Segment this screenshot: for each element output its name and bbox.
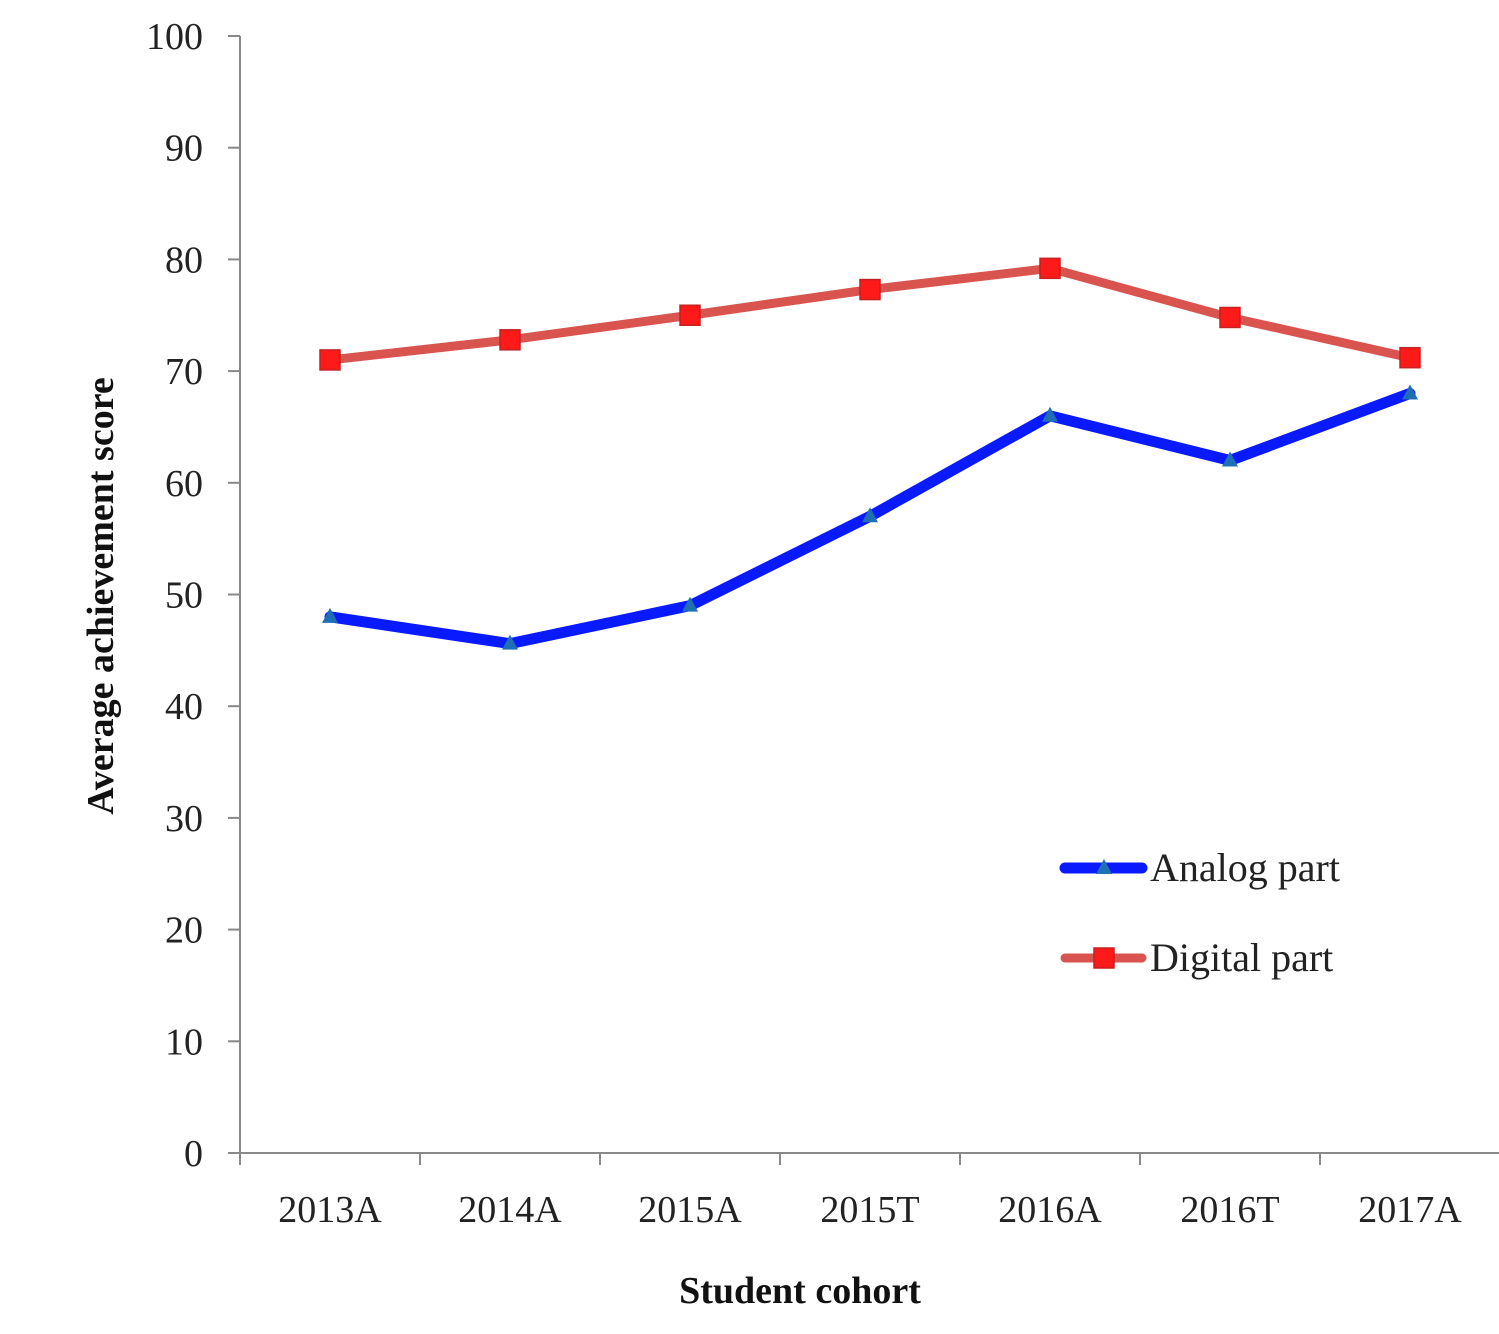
data-point-digital-part [859, 278, 881, 301]
y-tick-label: 100 [146, 16, 203, 58]
y-tick-label: 90 [165, 128, 203, 170]
series-analog-part [322, 384, 1418, 650]
data-point-analog-part [682, 596, 698, 612]
data-point-digital-part [679, 304, 701, 326]
data-point-digital-part [1399, 346, 1421, 369]
series-layer [319, 257, 1421, 650]
x-axis-title: Student cohort [679, 1270, 921, 1312]
legend: Analog part Digital part [1059, 845, 1340, 980]
y-tick-label: 20 [165, 910, 203, 952]
x-tick-label: 2015A [638, 1189, 742, 1231]
data-point-analog-part [1222, 451, 1238, 467]
y-tick-label: 60 [165, 463, 203, 505]
x-tick-label: 2016T [1180, 1189, 1279, 1231]
x-tick-label: 2016A [998, 1189, 1102, 1231]
legend-label-digital-part: Digital part [1150, 935, 1333, 980]
legend-label-analog-part: Analog part [1150, 845, 1340, 890]
y-axis-title: Average achievement score [80, 377, 122, 815]
legend-item-digital-part: Digital part [1060, 935, 1333, 980]
y-tick-label: 70 [165, 351, 203, 393]
data-point-analog-part [502, 634, 518, 650]
data-point-analog-part [1402, 384, 1418, 400]
x-tick-label: 2015T [820, 1189, 919, 1231]
y-tick-label: 0 [184, 1133, 203, 1175]
data-point-analog-part [862, 507, 878, 523]
y-tick-label: 40 [165, 686, 203, 728]
y-tick-label: 10 [165, 1021, 203, 1063]
x-tick-label: 2014A [458, 1189, 562, 1231]
legend-marker-digital-part [1093, 947, 1115, 969]
data-point-digital-part [1219, 306, 1241, 329]
data-point-analog-part [322, 607, 338, 623]
data-point-digital-part [1039, 257, 1061, 280]
data-point-digital-part [319, 349, 341, 371]
y-tick-label: 80 [165, 239, 203, 281]
data-point-analog-part [1042, 406, 1058, 422]
x-tick-label: 2017A [1358, 1189, 1462, 1231]
y-tick-label: 30 [165, 798, 203, 840]
y-tick-label: 50 [165, 575, 203, 617]
x-tick-label: 2013A [278, 1189, 382, 1231]
legend-marker-analog-part [1096, 859, 1112, 874]
data-point-digital-part [499, 329, 521, 351]
legend-item-analog-part: Analog part [1059, 845, 1340, 890]
series-digital-part [319, 257, 1421, 371]
axes: 0 10 20 30 40 50 60 70 80 90 100 2013A 2014A 2015A 201… [146, 16, 1499, 1231]
